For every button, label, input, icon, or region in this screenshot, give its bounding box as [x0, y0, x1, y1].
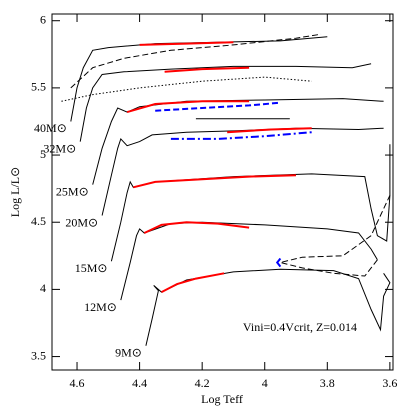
x-tick-label: 3.6	[382, 376, 397, 390]
track	[101, 127, 384, 216]
y-tick-label: 4.5	[31, 214, 46, 228]
y-tick-label: 5	[40, 147, 46, 161]
track	[161, 272, 225, 293]
x-tick-label: 4	[262, 376, 268, 390]
y-tick-label: 6	[40, 12, 46, 26]
track-label: 32M⊙	[43, 141, 76, 155]
track-label: 40M⊙	[34, 121, 67, 135]
track	[61, 76, 312, 102]
x-axis-label: Log Teff	[201, 392, 243, 406]
track	[143, 221, 250, 234]
y-tick-label: 4	[40, 281, 46, 295]
y-tick-label: 5.5	[31, 80, 46, 94]
track-label: 15M⊙	[75, 261, 108, 275]
track	[227, 127, 312, 134]
track	[79, 63, 372, 142]
annotation: Vini=0.4Vcrit, Z=0.014	[243, 320, 357, 334]
track	[110, 144, 391, 262]
track	[139, 41, 234, 46]
track	[70, 33, 322, 89]
y-axis-label: Log L/L⊙	[8, 167, 22, 217]
track-label: 20M⊙	[65, 215, 98, 229]
x-tick-label: 4.2	[195, 376, 210, 390]
track	[155, 101, 281, 112]
x-tick-label: 4.4	[132, 376, 147, 390]
track	[275, 257, 282, 268]
track	[70, 36, 328, 122]
track-label: 9M⊙	[115, 346, 142, 360]
track	[164, 66, 250, 73]
track-label: 12M⊙	[84, 300, 117, 314]
plot-frame	[51, 13, 394, 371]
track-label: 25M⊙	[56, 184, 89, 198]
track	[92, 98, 384, 185]
track	[145, 268, 391, 346]
x-tick-label: 4.6	[70, 376, 85, 390]
x-tick-label: 3.8	[320, 376, 335, 390]
track	[120, 221, 378, 301]
track	[126, 100, 250, 114]
y-tick-label: 3.5	[31, 348, 46, 362]
track	[170, 131, 312, 140]
track	[133, 174, 297, 189]
track	[280, 195, 391, 277]
